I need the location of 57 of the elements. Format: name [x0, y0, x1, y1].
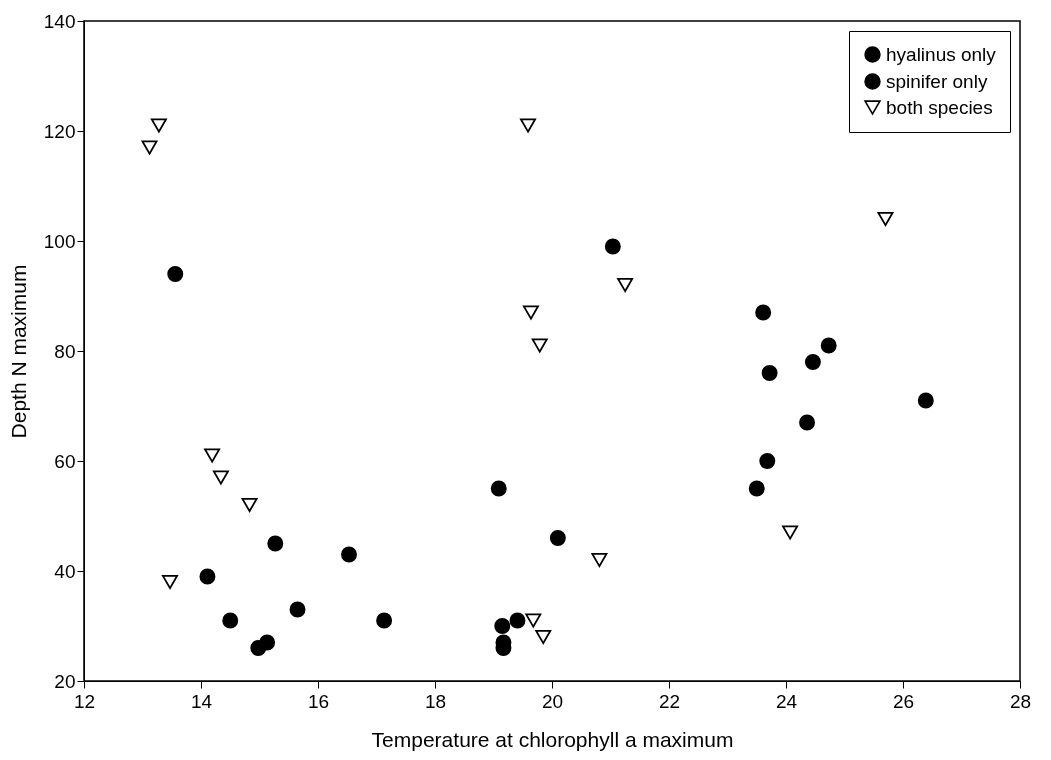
x-tick-label: 24: [775, 690, 798, 712]
point: [531, 338, 548, 353]
point: [782, 525, 799, 540]
point: [604, 238, 621, 255]
point: [199, 568, 216, 585]
point: [748, 480, 765, 497]
point: [222, 612, 239, 629]
x-tick-label: 26: [892, 690, 915, 712]
point: [535, 629, 552, 645]
point: [820, 337, 837, 354]
point: [341, 546, 357, 563]
y-tick-label: 120: [43, 120, 76, 142]
x-tick-label: 16: [307, 690, 330, 712]
point: [162, 574, 178, 590]
point: [877, 211, 894, 227]
point: [761, 365, 778, 381]
point: [141, 140, 158, 155]
point: [520, 118, 536, 133]
point: [376, 612, 393, 629]
point: [917, 392, 934, 409]
point: [259, 634, 276, 651]
y-axis-title: Depth N maximum: [6, 264, 30, 439]
y-tick-label: 40: [54, 560, 76, 582]
point: [289, 601, 306, 618]
legend-label: both species: [886, 96, 993, 118]
x-tick-label: 14: [190, 690, 213, 712]
point: [591, 552, 608, 568]
point: [494, 618, 511, 634]
point: [549, 530, 566, 546]
point: [804, 354, 821, 370]
point: [755, 304, 772, 321]
x-tick-label: 22: [658, 690, 681, 712]
legend-label: hyalinus only: [886, 43, 997, 65]
point: [241, 497, 258, 513]
point: [204, 448, 221, 463]
point: [267, 535, 284, 552]
point: [150, 118, 167, 133]
y-tick-label: 20: [54, 670, 76, 692]
x-tick-label: 18: [424, 690, 447, 712]
point: [509, 612, 526, 629]
point: [759, 453, 776, 469]
x-tick-label: 12: [73, 690, 96, 712]
y-tick-label: 140: [43, 10, 76, 32]
point: [212, 470, 229, 485]
legend-label: spinifer only: [886, 70, 988, 92]
y-tick-label: 80: [54, 340, 76, 362]
y-tick-label: 60: [54, 450, 76, 472]
y-tick-label: 100: [43, 230, 76, 252]
x-tick-label: 20: [541, 690, 564, 712]
point: [799, 414, 816, 431]
point: [522, 305, 539, 320]
point: [617, 277, 634, 293]
x-axis-title: Temperature at chlorophyll a maximum: [371, 727, 734, 751]
point: [525, 613, 542, 628]
point: [167, 266, 184, 282]
point: [490, 480, 507, 497]
x-tick-label: 28: [1009, 690, 1032, 712]
